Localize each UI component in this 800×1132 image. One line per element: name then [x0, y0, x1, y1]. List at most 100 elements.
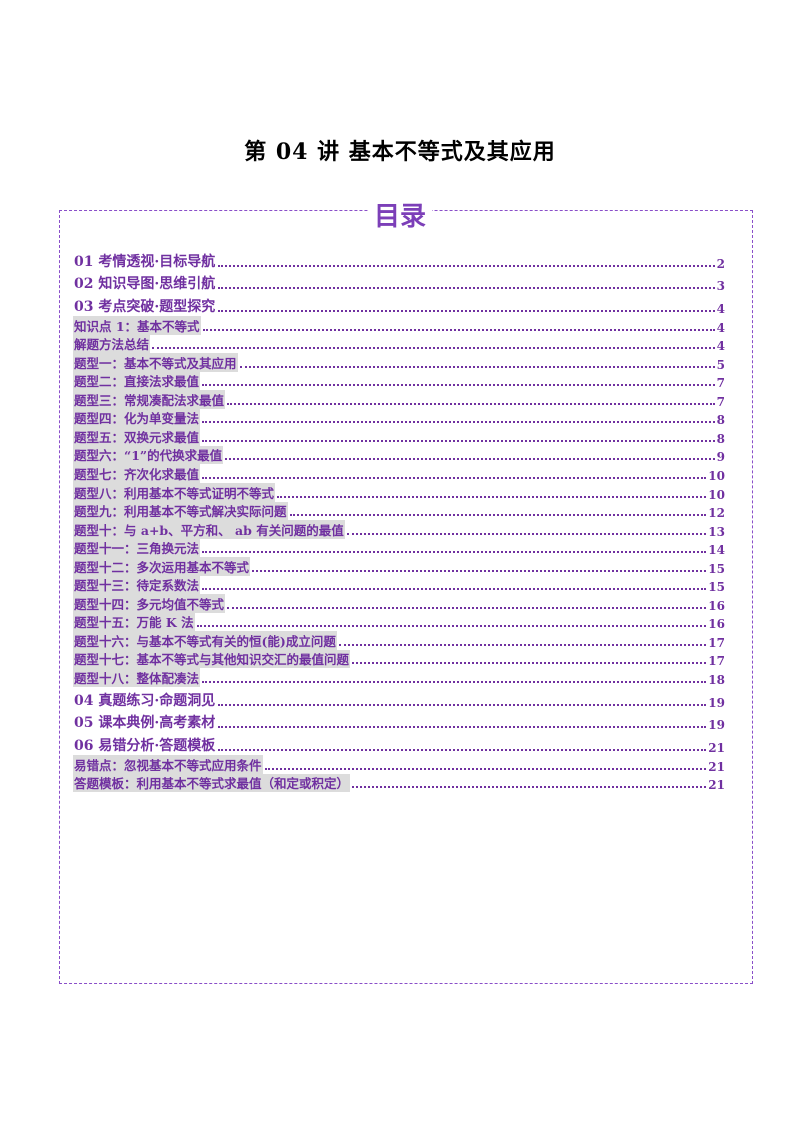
toc-entry-page: 3 [716, 279, 725, 294]
toc-entry[interactable]: 题型七：齐次化求最值 10 [73, 464, 725, 483]
toc-leader-dots [338, 643, 707, 646]
toc-entry[interactable]: 题型二：直接法求最值 7 [73, 371, 725, 391]
toc-entry-page: 17 [708, 654, 725, 669]
toc-entry[interactable]: 05 课本典例·高考素材 19 [73, 710, 725, 733]
toc-entry-page: 7 [716, 376, 725, 391]
toc-entry[interactable]: 题型一：基本不等式及其应用 5 [73, 353, 725, 372]
toc-leader-dots [218, 264, 715, 267]
toc-entry[interactable]: 题型十四：多元均值不等式 16 [73, 594, 725, 613]
toc-entry-label: 05 课本典例·高考素材 [74, 715, 216, 732]
toc-entry-label: 题型二：直接法求最值 [73, 371, 201, 391]
toc-entry-label: 04 真题练习·命题洞见 [74, 692, 216, 709]
toc-entry-page: 17 [708, 635, 725, 650]
toc-leader-dots [202, 551, 707, 554]
toc-leader-dots [218, 703, 707, 706]
toc-leader-dots [202, 328, 715, 331]
toc-entry-label: 题型十四：多元均值不等式 [73, 594, 226, 613]
toc-entry[interactable]: 解题方法总结 4 [73, 334, 725, 354]
toc-entry[interactable]: 题型十三：待定系数法 15 [73, 575, 725, 595]
toc-leader-dots [202, 439, 715, 442]
toc-entry-page: 4 [716, 320, 725, 335]
toc-entry-label: 解题方法总结 [73, 334, 151, 354]
toc-entry-label: 题型十三：待定系数法 [73, 575, 201, 595]
toc-leader-dots [227, 606, 707, 609]
toc-heading: 目录 [367, 196, 432, 233]
toc-entry-label: 题型十一：三角换元法 [73, 538, 201, 558]
toc-entry[interactable]: 06 易错分析·答题模板 21 [73, 732, 725, 755]
toc-leader-dots [346, 532, 707, 535]
toc-leader-dots [218, 287, 715, 290]
toc-entry-page: 4 [716, 339, 725, 354]
toc-entry[interactable]: 题型十八：整体配凑法 18 [73, 668, 725, 687]
toc-entry-label: 题型四：化为单变量法 [73, 408, 201, 428]
toc-entry-label: 题型十六：与基本不等式有关的恒(能)成立问题 [73, 631, 337, 650]
toc-entry-page: 8 [716, 431, 725, 446]
toc-leader-dots [202, 476, 707, 479]
toc-entry-label: 题型六：“1”的代换求最值 [73, 445, 224, 465]
toc-entry-page: 10 [708, 487, 725, 502]
toc-entry-label: 题型一：基本不等式及其应用 [73, 353, 238, 372]
toc-leader-dots [352, 786, 707, 789]
toc-entry-page: 13 [708, 524, 725, 539]
toc-entry-label: 题型十七：基本不等式与其他知识交汇的最值问题 [73, 649, 351, 669]
toc-entry-label: 06 易错分析·答题模板 [74, 738, 216, 755]
toc-entry-page: 14 [708, 543, 725, 558]
toc-entry[interactable]: 题型九：利用基本不等式解决实际问题 12 [73, 501, 725, 521]
document-title: 第 04 讲 基本不等式及其应用 [244, 139, 556, 165]
toc-entry-label: 01 考情透视·目标导航 [74, 253, 216, 270]
toc-entry-page: 19 [708, 718, 725, 733]
toc-entry-label: 题型十八：整体配凑法 [73, 668, 201, 687]
toc-entry[interactable]: 题型五：双换元求最值 8 [73, 427, 725, 446]
toc-entry[interactable]: 01 考情透视·目标导航 2 [73, 248, 725, 271]
toc-entry[interactable]: 题型十：与 a+b、平方和、 ab 有关问题的最值 13 [73, 520, 725, 539]
toc-entry-label: 题型十：与 a+b、平方和、 ab 有关问题的最值 [73, 520, 345, 539]
toc-entry[interactable]: 答题模板：利用基本不等式求最值（和定或积定） 21 [73, 773, 725, 793]
toc-entry[interactable]: 题型三：常规凑配法求最值 7 [73, 390, 725, 409]
toc-entry-page: 18 [708, 673, 725, 687]
toc-entry[interactable]: 02 知识导图·思维引航 3 [73, 271, 725, 294]
toc-entry-page: 4 [716, 302, 725, 317]
toc-entry[interactable]: 题型十二：多次运用基本不等式 15 [73, 557, 725, 576]
toc-entry-page: 15 [708, 580, 725, 595]
toc-entry-label: 题型八：利用基本不等式证明不等式 [73, 482, 276, 502]
toc-entry-label: 知识点 1：基本不等式 [73, 316, 201, 335]
toc-entry[interactable]: 题型六：“1”的代换求最值 9 [73, 445, 725, 465]
toc-heading-wrap: 目录 [0, 196, 800, 233]
toc-entry[interactable]: 03 考点突破·题型探究 4 [73, 293, 725, 316]
toc-leader-dots [196, 625, 707, 628]
toc-leader-dots [202, 421, 715, 424]
toc-leader-dots [264, 767, 707, 770]
toc-entry-page: 7 [716, 394, 725, 409]
toc-list: 01 考情透视·目标导航 2 02 知识导图·思维引航 3 03 考点突破·题型探究 4 知… [73, 248, 725, 793]
toc-leader-dots [239, 365, 715, 368]
toc-entry[interactable]: 题型八：利用基本不等式证明不等式 10 [73, 482, 725, 502]
toc-entry-label: 03 考点突破·题型探究 [74, 299, 216, 316]
toc-entry-page: 2 [716, 256, 725, 271]
toc-entry-page: 16 [708, 598, 725, 613]
toc-entry-label: 题型七：齐次化求最值 [73, 464, 201, 483]
toc-entry-page: 21 [708, 778, 725, 793]
toc-leader-dots [277, 495, 707, 498]
toc-entry-page: 21 [708, 759, 725, 774]
toc-leader-dots [152, 347, 715, 350]
toc-entry[interactable]: 知识点 1：基本不等式 4 [73, 316, 725, 335]
toc-entry-page: 10 [708, 468, 725, 483]
toc-entry[interactable]: 题型四：化为单变量法 8 [73, 408, 725, 428]
toc-entry[interactable]: 题型十七：基本不等式与其他知识交汇的最值问题 17 [73, 649, 725, 669]
toc-leader-dots [202, 681, 707, 683]
toc-entry-label: 易错点：忽视基本不等式应用条件 [73, 755, 263, 774]
toc-entry-label: 题型十五：万能 K 法 [73, 612, 195, 632]
toc-entry-label: 题型十二：多次运用基本不等式 [73, 557, 251, 576]
toc-entry[interactable]: 题型十五：万能 K 法 16 [73, 612, 725, 632]
toc-entry[interactable]: 题型十一：三角换元法 14 [73, 538, 725, 558]
toc-entry-label: 答题模板：利用基本不等式求最值（和定或积定） [73, 773, 351, 793]
toc-entry[interactable]: 易错点：忽视基本不等式应用条件 21 [73, 755, 725, 774]
toc-entry[interactable]: 04 真题练习·命题洞见 19 [73, 687, 725, 710]
toc-entry-page: 12 [708, 506, 725, 521]
toc-leader-dots [225, 458, 715, 461]
toc-leader-dots [252, 569, 707, 572]
toc-entry[interactable]: 题型十六：与基本不等式有关的恒(能)成立问题 17 [73, 631, 725, 650]
toc-entry-label: 题型九：利用基本不等式解决实际问题 [73, 501, 288, 521]
toc-leader-dots [227, 402, 715, 405]
toc-entry-page: 19 [708, 695, 725, 710]
